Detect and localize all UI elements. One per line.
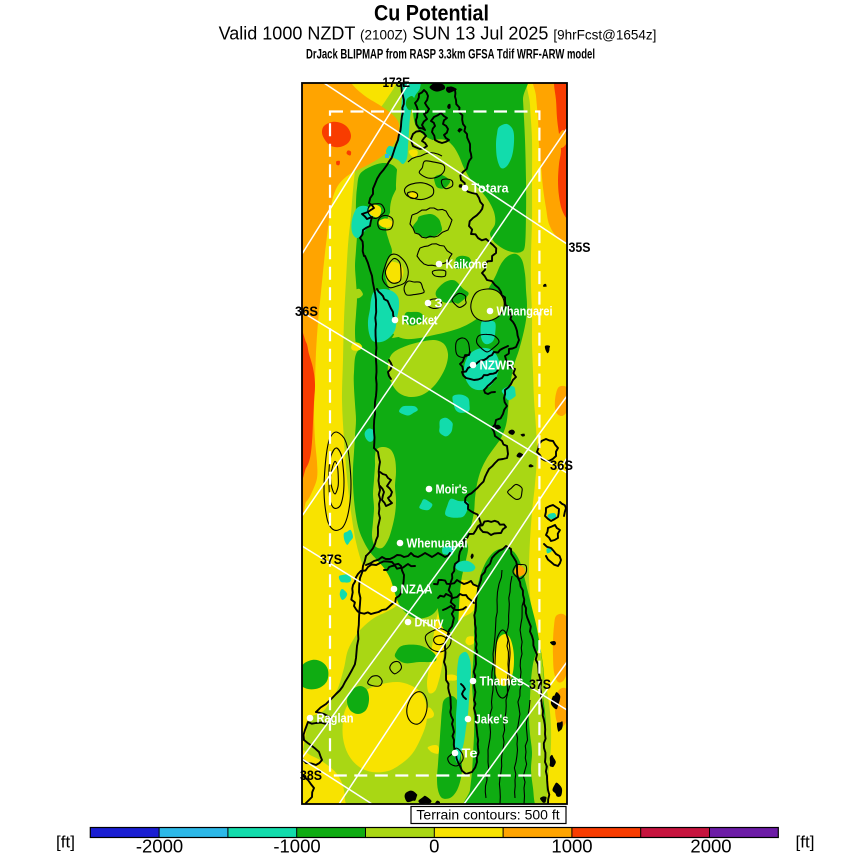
svg-text:38S: 38S	[300, 768, 322, 783]
svg-text:[ft]: [ft]	[796, 833, 815, 852]
svg-text:37S: 37S	[320, 552, 342, 567]
svg-text:37S: 37S	[529, 677, 551, 692]
svg-text:2000: 2000	[690, 836, 731, 857]
svg-text:Rocket: Rocket	[402, 313, 439, 328]
svg-text:Kaikohe: Kaikohe	[446, 257, 488, 272]
svg-text:36S: 36S	[550, 458, 573, 473]
svg-text:Terrain contours: 500 ft: Terrain contours: 500 ft	[416, 807, 559, 823]
svg-text:DrJack BLIPMAP from RASP 3.3km: DrJack BLIPMAP from RASP 3.3km GFSA Tdif…	[306, 47, 595, 62]
svg-text:NZAA: NZAA	[401, 582, 434, 597]
svg-text:NZWR: NZWR	[480, 358, 516, 373]
svg-text:Te: Te	[462, 746, 478, 761]
svg-text:Cu Potential: Cu Potential	[374, 1, 489, 26]
svg-text:Totara: Totara	[472, 181, 510, 196]
svg-text:Jake's: Jake's	[475, 712, 509, 727]
svg-text:Thames: Thames	[480, 674, 524, 689]
svg-text:173E: 173E	[383, 75, 411, 90]
svg-text:35S: 35S	[569, 240, 591, 255]
svg-text:3: 3	[435, 296, 443, 311]
svg-text:Moir's: Moir's	[436, 482, 468, 497]
svg-text:0: 0	[429, 836, 439, 857]
svg-text:Whenuapai: Whenuapai	[407, 536, 468, 551]
svg-text:Whangarei: Whangarei	[497, 304, 553, 319]
svg-text:[ft]: [ft]	[56, 833, 75, 852]
svg-text:Valid 1000 NZDT (2100Z) SUN 13: Valid 1000 NZDT (2100Z) SUN 13 Jul 2025 …	[219, 24, 657, 44]
svg-text:Drury: Drury	[415, 615, 445, 630]
svg-text:-1000: -1000	[273, 836, 320, 857]
svg-text:Raglan: Raglan	[317, 711, 354, 726]
svg-text:1000: 1000	[551, 836, 592, 857]
svg-text:-2000: -2000	[136, 836, 183, 857]
svg-text:36S: 36S	[295, 304, 318, 319]
